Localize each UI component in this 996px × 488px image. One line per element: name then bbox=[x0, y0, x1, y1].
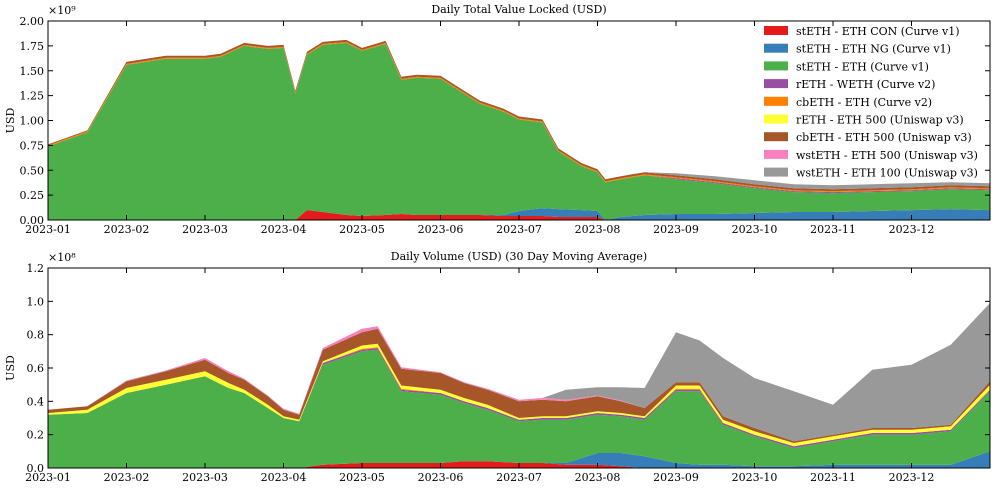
x-tick-label: 2023-02 bbox=[104, 471, 150, 484]
y-tick-label: 0.2 bbox=[27, 429, 45, 442]
y-tick-label: 2.00 bbox=[20, 15, 45, 28]
legend-label: cbETH - ETH 500 (Uniswap v3) bbox=[796, 131, 972, 144]
y-tick-label: 1.50 bbox=[20, 65, 45, 78]
x-tick-label: 2023-10 bbox=[732, 471, 778, 484]
area-series-7 bbox=[48, 328, 990, 443]
y-tick-label: 1.00 bbox=[20, 115, 45, 128]
y-tick-label: 0.8 bbox=[27, 329, 45, 342]
x-tick-label: 2023-11 bbox=[810, 471, 856, 484]
legend-label: wstETH - ETH 500 (Uniswap v3) bbox=[796, 149, 978, 162]
x-tick-label: 2023-07 bbox=[496, 471, 542, 484]
y-axis-label: USD bbox=[4, 108, 17, 134]
y-tick-label: 1.25 bbox=[20, 90, 45, 103]
x-tick-label: 2023-12 bbox=[889, 223, 935, 236]
panel-1: 0.00 0.25 0.50 0.75 1.00 1.25 1.50 1.75 2.00 2023… bbox=[4, 3, 991, 236]
legend-swatch bbox=[764, 26, 788, 35]
legend-swatch bbox=[764, 149, 788, 159]
x-tick-label: 2023-08 bbox=[575, 471, 621, 484]
area-series-3 bbox=[48, 42, 990, 221]
x-tick-label: 2023-09 bbox=[653, 471, 699, 484]
x-tick-label: 2023-12 bbox=[889, 471, 935, 484]
x-tick-label: 2023-08 bbox=[575, 223, 621, 236]
x-tick-label: 2023-10 bbox=[732, 223, 778, 236]
x-tick-label: 2023-03 bbox=[182, 223, 228, 236]
legend-swatch bbox=[764, 132, 788, 142]
x-tick-label: 2023-06 bbox=[418, 471, 464, 484]
x-tick-label: 2023-01 bbox=[25, 223, 71, 236]
x-tick-label: 2023-07 bbox=[496, 223, 542, 236]
y-tick-label: 0.4 bbox=[27, 395, 45, 408]
legend-label: wstETH - ETH 100 (Uniswap v3) bbox=[796, 167, 978, 180]
y-exponent-label: ×10⁸ bbox=[48, 251, 76, 264]
y-tick-label: 0.00 bbox=[20, 214, 45, 227]
legend-swatch bbox=[764, 61, 788, 71]
y-tick-label: 0.0 bbox=[27, 462, 45, 475]
area-series-9 bbox=[48, 303, 990, 442]
x-tick-label: 2023-05 bbox=[339, 471, 385, 484]
legend-label: cbETH - ETH (Curve v2) bbox=[796, 96, 932, 109]
x-tick-label: 2023-03 bbox=[182, 471, 228, 484]
x-tick-label: 2023-05 bbox=[339, 223, 385, 236]
y-exponent-label: ×10⁹ bbox=[48, 4, 76, 17]
y-axis-label: USD bbox=[4, 355, 17, 381]
legend-label: stETH - ETH CON (Curve v1) bbox=[796, 25, 960, 38]
x-tick-label: 2023-06 bbox=[418, 223, 464, 236]
chart-title: Daily Volume (USD) (30 Day Moving Averag… bbox=[391, 250, 647, 263]
y-tick-label: 1.2 bbox=[27, 262, 45, 275]
y-tick-label: 0.6 bbox=[27, 362, 45, 375]
legend-swatch bbox=[764, 167, 788, 177]
legend-swatch bbox=[764, 43, 788, 53]
area-series-3 bbox=[48, 349, 990, 468]
area-series-2 bbox=[48, 451, 990, 468]
legend-label: rETH - WETH (Curve v2) bbox=[796, 78, 935, 91]
x-tick-label: 2023-04 bbox=[261, 223, 307, 236]
y-tick-label: 0.50 bbox=[20, 164, 45, 177]
legend-label: stETH - ETH NG (Curve v1) bbox=[796, 43, 951, 56]
x-tick-label: 2023-02 bbox=[104, 223, 150, 236]
legend-label: stETH - ETH (Curve v1) bbox=[796, 60, 929, 73]
y-tick-label: 0.75 bbox=[20, 139, 45, 152]
chart-title: Daily Total Value Locked (USD) bbox=[431, 3, 606, 16]
panel-2: 0.0 0.2 0.4 0.6 0.8 1.0 1.2 2023-01 2023-02 2023-… bbox=[4, 250, 991, 484]
y-tick-label: 1.75 bbox=[20, 40, 45, 53]
legend-swatch bbox=[764, 96, 788, 106]
y-tick-label: 1.0 bbox=[27, 295, 45, 308]
legend: stETH - ETH CON (Curve v1) stETH - ETH NG… bbox=[764, 25, 978, 180]
legend-swatch bbox=[764, 79, 788, 89]
legend-label: rETH - ETH 500 (Uniswap v3) bbox=[796, 114, 964, 127]
x-tick-label: 2023-09 bbox=[653, 223, 699, 236]
x-tick-label: 2023-01 bbox=[25, 471, 71, 484]
y-tick-label: 0.25 bbox=[20, 189, 45, 202]
x-tick-label: 2023-04 bbox=[261, 471, 307, 484]
x-tick-label: 2023-11 bbox=[810, 223, 856, 236]
legend-swatch bbox=[764, 114, 788, 124]
